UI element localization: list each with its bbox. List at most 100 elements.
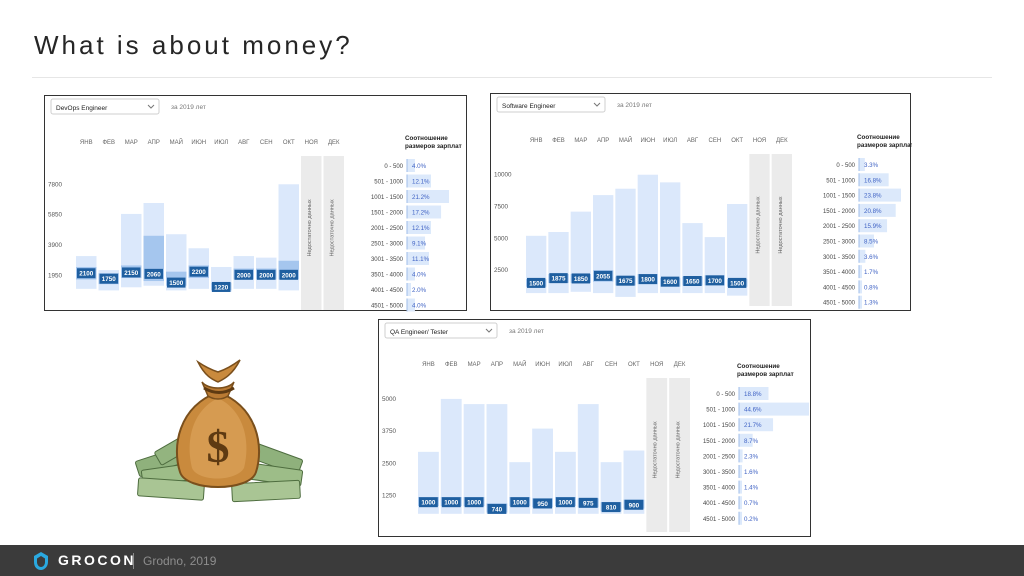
range-bar bbox=[615, 188, 636, 297]
distribution-range-label: 3001 - 3500 bbox=[371, 257, 404, 263]
median-marker bbox=[189, 266, 208, 277]
no-data-column bbox=[749, 154, 770, 306]
distribution-value: 20.8% bbox=[864, 208, 882, 215]
distribution-range-label: 4001 - 4500 bbox=[371, 288, 404, 294]
median-label: 1220 bbox=[214, 284, 229, 291]
y-tick-label: 7500 bbox=[494, 204, 509, 211]
no-data-label: Недостаточно данных bbox=[676, 421, 682, 478]
month-label: ИЮН bbox=[535, 362, 550, 368]
distribution-value: 15.9% bbox=[864, 223, 882, 230]
month-label: СЕН bbox=[260, 140, 273, 146]
median-marker bbox=[279, 269, 298, 280]
median-label: 2200 bbox=[192, 269, 207, 276]
median-marker bbox=[616, 275, 635, 286]
no-data-column bbox=[669, 378, 690, 532]
chevron-down-icon bbox=[147, 104, 155, 109]
dropdown-box bbox=[384, 322, 498, 339]
no-data-label: Недостаточно данных bbox=[756, 196, 762, 253]
footer-separator bbox=[133, 553, 134, 569]
job-title-dropdown[interactable]: QA Engineer/ Tester bbox=[384, 322, 498, 339]
distribution-value: 1.4% bbox=[744, 485, 759, 492]
distribution-range-label: 2001 - 2500 bbox=[371, 226, 404, 232]
month-label: ЯНВ bbox=[530, 138, 543, 144]
range-bar bbox=[600, 462, 622, 514]
distribution-range-label: 501 - 1000 bbox=[826, 178, 855, 184]
distribution-range-label: 1501 - 2000 bbox=[823, 209, 856, 215]
distribution-value: 12.1% bbox=[412, 179, 430, 186]
title-divider bbox=[32, 77, 992, 78]
month-label: ДЕК bbox=[776, 138, 788, 144]
svg-text:$: $ bbox=[207, 421, 230, 472]
median-label: 2000 bbox=[282, 272, 297, 279]
no-data-column bbox=[646, 378, 668, 532]
median-label: 1500 bbox=[730, 280, 745, 287]
distribution-range-label: 1001 - 1500 bbox=[703, 423, 736, 429]
chart-panel-software: Software Engineer за 2019 лет 10000 7500 500… bbox=[490, 93, 912, 311]
distribution-bar bbox=[407, 190, 449, 203]
median-marker bbox=[594, 270, 613, 281]
month-label: МАР bbox=[468, 362, 481, 368]
distribution-bar bbox=[739, 418, 774, 432]
distribution-title: размеров зарплат bbox=[857, 142, 912, 149]
median-marker bbox=[441, 497, 461, 508]
distribution-range-label: 1501 - 2000 bbox=[703, 439, 736, 445]
median-label: 1850 bbox=[574, 276, 589, 283]
distribution-title: Соотношение bbox=[857, 134, 900, 141]
job-title-dropdown[interactable]: Software Engineer bbox=[496, 96, 606, 113]
month-label: ИЮЛ bbox=[663, 138, 677, 144]
distribution-value: 3.6% bbox=[864, 254, 879, 261]
money-bag-icon: $ bbox=[135, 359, 304, 503]
median-marker bbox=[99, 273, 118, 284]
distribution-range-label: 4501 - 5000 bbox=[823, 301, 856, 307]
range-bar bbox=[463, 404, 485, 514]
footer-brand: GROCON bbox=[58, 552, 136, 568]
distribution-range-label: 1001 - 1500 bbox=[371, 195, 404, 201]
median-marker bbox=[549, 273, 568, 284]
month-label: ОКТ bbox=[628, 362, 640, 368]
distribution-bar bbox=[859, 280, 862, 294]
median-label: 2150 bbox=[124, 270, 139, 277]
distribution-bar bbox=[739, 511, 742, 525]
month-label: АПР bbox=[597, 138, 609, 144]
no-data-label: Недостаточно данных bbox=[330, 199, 336, 256]
y-tick-label: 5000 bbox=[494, 235, 509, 242]
chart-panel-qa: QA Engineer/ Tester за 2019 лет 5000 3750 25… bbox=[378, 319, 811, 537]
distribution-value: 0.2% bbox=[744, 516, 759, 523]
month-label: АВГ bbox=[238, 140, 250, 146]
distribution-range-label: 4001 - 4500 bbox=[703, 501, 736, 507]
distribution-value: 16.8% bbox=[864, 177, 882, 184]
median-marker bbox=[624, 499, 644, 510]
range-bar bbox=[577, 404, 599, 514]
median-marker bbox=[212, 281, 231, 292]
median-marker bbox=[77, 268, 96, 279]
month-label: ДЕК bbox=[674, 362, 686, 368]
median-marker bbox=[167, 277, 186, 288]
month-label: НОЯ bbox=[650, 362, 663, 368]
median-marker bbox=[533, 498, 552, 509]
y-tick-label: 3900 bbox=[48, 242, 63, 249]
range-bar bbox=[623, 450, 645, 514]
month-label: МАЙ bbox=[619, 136, 632, 144]
slide-title: What is about money? bbox=[34, 30, 353, 60]
job-title-dropdown[interactable]: DevOps Engineer bbox=[50, 98, 160, 115]
month-label: ЯНВ bbox=[80, 140, 93, 146]
distribution-value: 44.6% bbox=[744, 407, 762, 414]
distribution-title: Соотношение bbox=[737, 363, 780, 370]
distribution-value: 21.7% bbox=[744, 422, 762, 429]
distribution-value: 11.1% bbox=[412, 256, 430, 263]
distribution-range-label: 501 - 1000 bbox=[706, 408, 735, 414]
distribution-value: 8.5% bbox=[864, 239, 879, 246]
median-marker bbox=[638, 274, 657, 285]
median-label: 1000 bbox=[421, 500, 436, 507]
y-tick-label: 1250 bbox=[382, 493, 397, 500]
range-bar bbox=[548, 232, 569, 294]
month-label: ИЮЛ bbox=[214, 140, 228, 146]
median-label: 2060 bbox=[147, 271, 162, 278]
month-label: СЕН bbox=[605, 362, 618, 368]
month-label: МАЙ bbox=[513, 360, 526, 368]
range-bar bbox=[532, 428, 553, 514]
distribution-value: 1.7% bbox=[864, 269, 879, 276]
distribution-range-label: 3001 - 3500 bbox=[823, 255, 856, 261]
range-bar bbox=[486, 404, 508, 514]
distribution-value: 0.8% bbox=[864, 284, 879, 291]
